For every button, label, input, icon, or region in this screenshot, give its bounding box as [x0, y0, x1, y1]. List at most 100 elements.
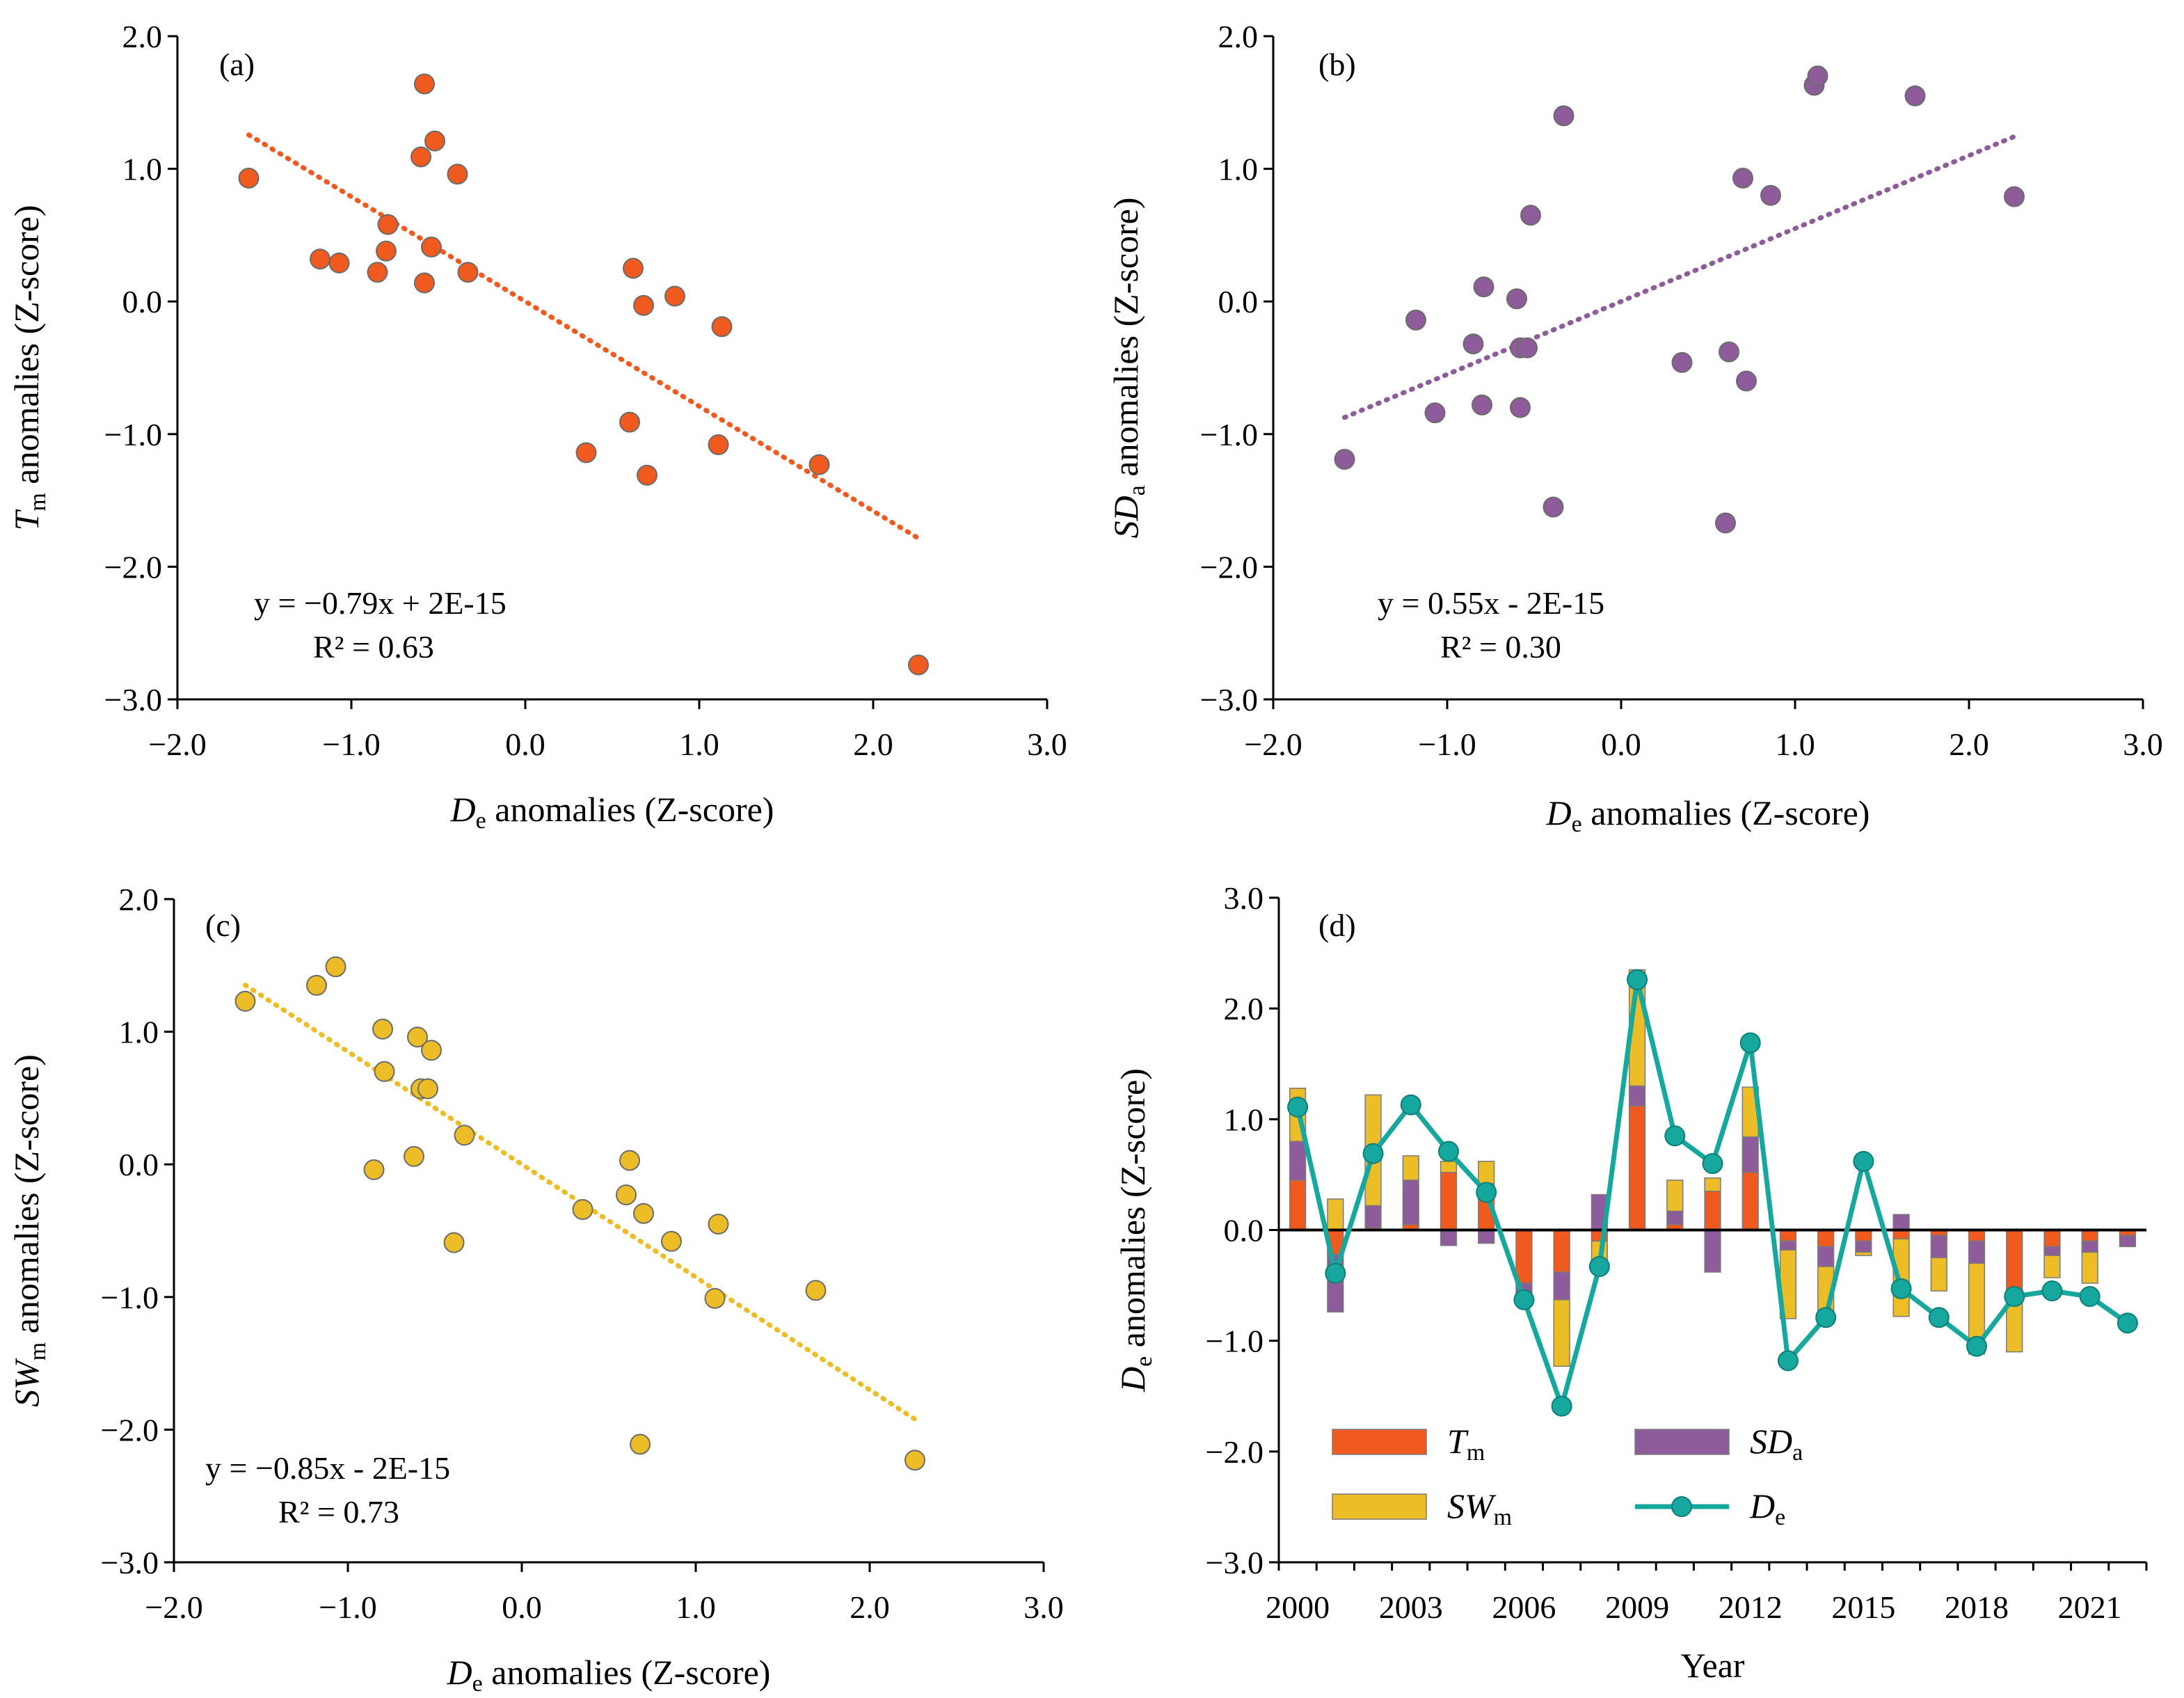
- scatter-point: [1334, 449, 1355, 470]
- scatter-point: [374, 1061, 395, 1082]
- legend-label-de: De: [1749, 1486, 1785, 1530]
- scatter-point: [708, 434, 729, 456]
- bar-sda: [1666, 1210, 1684, 1225]
- point-de: [1664, 1125, 1686, 1147]
- y-tick-label: −3.0: [101, 1545, 159, 1580]
- x-axis-label-rest: anomalies (Z-score): [483, 1653, 771, 1692]
- point-de: [1400, 1094, 1421, 1116]
- bar-sda: [1741, 1136, 1759, 1173]
- scatter-point: [704, 1287, 726, 1309]
- legend-label-sda-main: SD: [1750, 1422, 1792, 1461]
- y-tick-label: −2.0: [104, 549, 162, 585]
- scatter-point: [367, 262, 388, 283]
- scatter-point: [1472, 394, 1492, 415]
- panel-c: −3.0 −2.0 −1.0 0.0 1.0 2.0 −2.0 −1.0 0.0 1.0 2.0 3.…: [7, 882, 1064, 1697]
- y-tick-label: −2.0: [101, 1412, 159, 1447]
- panel-label: (a): [219, 47, 255, 82]
- point-de: [2079, 1286, 2101, 1307]
- legend-label-de-sub: e: [1775, 1505, 1785, 1530]
- bar-swm: [1704, 1177, 1721, 1192]
- scatter-point: [1405, 309, 1426, 331]
- x-tick-label: −1.0: [322, 727, 380, 762]
- bar-swm: [1402, 1155, 1419, 1181]
- scatter-point: [1715, 512, 1736, 534]
- r-squared: R² = 0.73: [278, 1494, 399, 1530]
- bar-sda: [1289, 1141, 1307, 1181]
- x-axis-label-sub: e: [472, 1671, 483, 1697]
- y-tick-label: −1.0: [101, 1280, 159, 1315]
- scatter-point: [575, 442, 597, 463]
- x-axis-label-sub: e: [476, 808, 486, 834]
- x-tick-label: 0.0: [1601, 727, 1641, 762]
- x-tick-label: 2.0: [853, 727, 893, 762]
- legend-label-tm-main: T: [1447, 1422, 1469, 1461]
- x-tick-label: 2003: [1379, 1589, 1443, 1625]
- legend-marker-de: [1671, 1496, 1692, 1517]
- scatter-point: [1510, 397, 1531, 418]
- y-tick-label: 0.0: [122, 284, 163, 319]
- x-axis-label: Year: [1680, 1646, 1744, 1685]
- x-tick-label: −1.0: [1418, 727, 1476, 762]
- x-axis-label: De anomalies (Z-score): [447, 1653, 771, 1697]
- x-tick-label: −2.0: [145, 1589, 202, 1625]
- scatter-point: [414, 73, 435, 95]
- bar-sda: [1930, 1235, 1947, 1259]
- scatter-point: [1543, 496, 1564, 518]
- scatter-point: [1520, 205, 1541, 226]
- bar-sda: [1968, 1240, 1986, 1264]
- point-de: [1362, 1143, 1384, 1164]
- scatter-point: [234, 990, 256, 1012]
- scatter-point: [619, 411, 640, 433]
- x-axis-label-sub: e: [1572, 811, 1582, 837]
- scatter-point: [711, 316, 733, 338]
- legend-swatch-swm: [1332, 1493, 1427, 1520]
- scatter-point: [1506, 288, 1527, 310]
- point-de: [1627, 969, 1648, 990]
- x-tick-label: 2.0: [850, 1589, 890, 1625]
- scatter-point: [908, 654, 929, 676]
- y-axis-label-sub: m: [25, 1342, 51, 1360]
- scatter-point: [619, 1150, 640, 1171]
- y-tick-label: 0.0: [1218, 284, 1259, 319]
- scatter-point: [238, 167, 260, 189]
- y-axis-label: SDa anomalies (Z-score): [1106, 198, 1150, 539]
- x-axis-label-main: D: [447, 1653, 472, 1692]
- y-tick-label: 0.0: [119, 1147, 159, 1182]
- r-squared: R² = 0.30: [1440, 629, 1561, 665]
- point-de: [1325, 1262, 1346, 1284]
- legend-label-tm-sub: m: [1467, 1440, 1485, 1466]
- y-tick-label: −3.0: [1200, 682, 1258, 717]
- bar-swm: [1666, 1180, 1684, 1212]
- bar-tm: [2043, 1229, 2061, 1248]
- x-axis-label-rest: anomalies (Z-score): [1582, 793, 1870, 832]
- bar-sda: [1817, 1246, 1835, 1267]
- bar-sda: [2081, 1240, 2098, 1253]
- legend-label-de-main: D: [1749, 1486, 1775, 1525]
- legend-label-swm-main: SW: [1447, 1486, 1497, 1525]
- bar-sda: [1402, 1180, 1419, 1225]
- bar-sda: [1478, 1229, 1495, 1244]
- bar-swm: [2081, 1251, 2098, 1284]
- legend-swatch-sda: [1634, 1429, 1730, 1455]
- point-de: [1966, 1335, 1988, 1357]
- legend-label-sda: SDa: [1750, 1422, 1803, 1466]
- y-tick-label: 2.0: [1224, 991, 1264, 1026]
- x-axis-label-rest: anomalies (Z-score): [486, 790, 774, 829]
- x-tick-label: −2.0: [1244, 727, 1302, 762]
- regression-equation: y = −0.79x + 2E-15: [254, 585, 507, 621]
- y-tick-label: 1.0: [1218, 152, 1259, 187]
- bar-swm: [1553, 1299, 1570, 1367]
- trendline: [246, 132, 921, 541]
- y-tick-label: 2.0: [119, 882, 159, 917]
- bar-sda: [2119, 1235, 2137, 1248]
- point-de: [1551, 1395, 1572, 1417]
- scatter-point: [411, 146, 431, 168]
- scatter-point: [377, 214, 399, 235]
- bar-tm: [1704, 1191, 1721, 1231]
- point-de: [1588, 1256, 1610, 1278]
- x-tick-label: 2012: [1719, 1589, 1783, 1625]
- bar-tm: [1855, 1229, 1872, 1242]
- y-tick-label: 2.0: [1218, 19, 1259, 54]
- scatter-point: [633, 1203, 654, 1224]
- x-tick-label: 3.0: [1023, 1589, 1064, 1625]
